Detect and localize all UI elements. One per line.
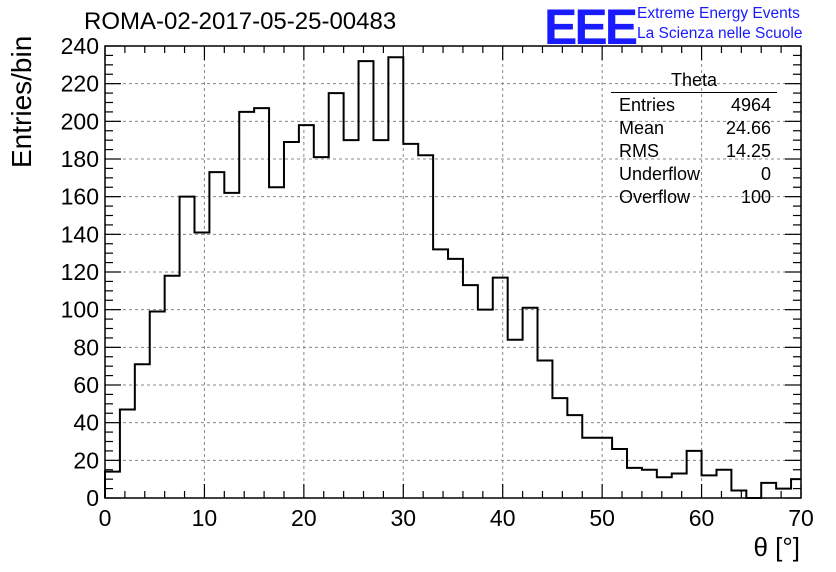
stats-value: 0 — [760, 164, 771, 184]
stats-label: Mean — [619, 118, 665, 138]
y-tick-label: 60 — [73, 372, 99, 398]
x-tick-label: 20 — [291, 505, 317, 531]
axis-ticks — [104, 45, 802, 499]
y-tick-label: 200 — [61, 108, 99, 134]
y-tick-label: 20 — [73, 447, 99, 473]
y-tick-label: 140 — [61, 221, 99, 247]
y-tick-label: 0 — [86, 485, 99, 511]
stats-value: 100 — [740, 187, 771, 207]
stats-label: Underflow — [619, 164, 701, 184]
stats-label: Overflow — [619, 187, 691, 207]
logo-line-2: La Scienza nelle Scuole — [637, 25, 803, 42]
logo-line-1: Extreme Energy Events — [637, 5, 800, 22]
x-axis-label: θ [°] — [753, 532, 800, 562]
histogram-series — [104, 56, 801, 499]
x-tick-label: 60 — [689, 505, 715, 531]
stats-box: Theta Entries 4964 Mean 24.66 RMS 14.25 Und… — [611, 70, 777, 209]
x-tick-label: 0 — [99, 505, 112, 531]
grid-lines — [105, 45, 801, 498]
y-tick-label: 100 — [61, 297, 99, 323]
stats-title: Theta — [611, 70, 777, 93]
chart-title: ROMA-02-2017-05-25-00483 — [84, 8, 397, 35]
stats-value: 4964 — [730, 95, 771, 115]
x-tick-label: 30 — [390, 505, 416, 531]
stats-row: Mean 24.66 — [611, 117, 777, 140]
stats-label: Entries — [619, 95, 676, 115]
x-tick-label: 50 — [589, 505, 615, 531]
y-tick-label: 80 — [73, 334, 99, 360]
stats-label: RMS — [619, 141, 659, 161]
stats-row: Entries 4964 — [611, 94, 777, 117]
stats-value: 14.25 — [725, 141, 771, 161]
axis-tick-labels: 0 10 20 30 40 50 60 70 0 20 40 60 80 100 120 140 160 180 2… — [61, 33, 814, 531]
y-tick-label: 120 — [61, 259, 99, 285]
stats-row: Overflow 100 — [611, 186, 777, 209]
y-tick-label: 220 — [61, 71, 99, 97]
eee-logo-text: Extreme Energy Events La Scienza nelle S… — [637, 4, 802, 44]
stats-value: 24.66 — [725, 118, 771, 138]
y-tick-label: 180 — [61, 146, 99, 172]
stats-row: Underflow 0 — [611, 163, 777, 186]
y-tick-label: 160 — [61, 184, 99, 210]
eee-logo: EEE — [544, 0, 638, 55]
stats-row: RMS 14.25 — [611, 140, 777, 163]
x-tick-label: 40 — [490, 505, 516, 531]
y-axis-label: Entries/bin — [6, 35, 37, 168]
x-tick-label: 10 — [192, 505, 218, 531]
y-tick-label: 240 — [61, 33, 99, 59]
x-tick-label: 70 — [788, 505, 814, 531]
y-tick-label: 40 — [73, 410, 99, 436]
